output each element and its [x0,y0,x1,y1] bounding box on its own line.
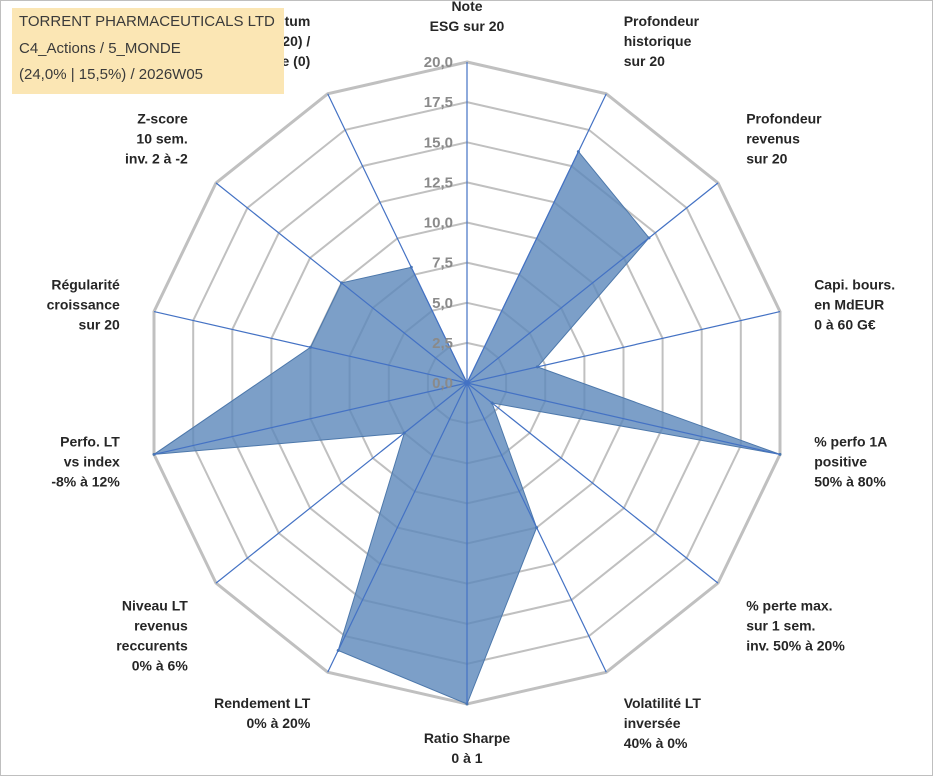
axis-spoke-6 [466,382,607,673]
radar-axes [153,62,781,704]
stats-label: (24,0% | 15,5%) / 2026W05 [19,66,203,83]
axis-spoke-12 [215,182,468,384]
tick-label-6: 15,0 [424,134,453,151]
axis-spoke-2 [466,182,719,384]
axis-spoke-10 [153,382,468,455]
axis-spoke-4 [466,382,781,455]
category-label: C4_Actions / 5_MONDE [19,40,181,57]
company-name: TORRENT PHARMACEUTICALS LTD [19,13,275,30]
axis-label-11: Régularité croissance sur 20 [47,277,120,333]
axis-label-6: Volatilité LT inversée 40% à 0% [624,695,702,751]
axis-label-7: Ratio Sharpe 0 à 1 [424,730,511,766]
tick-label-4: 10,0 [424,215,453,232]
tick-label-0: 0,0 [432,375,453,392]
axis-label-3: Capi. bours. en MdEUR 0 à 60 G€ [814,277,895,333]
tick-label-3: 7,5 [432,255,453,272]
axis-label-5: % perte max. sur 1 sem. inv. 50% à 20% [746,598,845,654]
radial-tick-labels: 0,0 2,5 5,0 7,5 10,0 12,5 15,0 17,5 20,0 [424,54,453,392]
axis-label-8: Rendement LT 0% à 20% [214,695,311,731]
axis-spoke-11 [153,311,468,384]
info-box: TORRENT PHARMACEUTICALS LTD C4_Actions /… [12,8,284,94]
axis-label-4: % perfo 1A positive 50% à 80% [814,433,887,489]
tick-label-2: 5,0 [432,295,453,312]
tick-label-5: 12,5 [424,174,453,191]
tick-label-7: 17,5 [424,94,453,111]
axis-spoke-13 [327,93,468,384]
axis-label-12: Z-score 10 sem. inv. 2 à -2 [125,111,188,167]
axis-spoke-3 [466,311,781,384]
tick-label-1: 2,5 [432,335,453,352]
axis-label-1: Profondeur historique sur 20 [624,13,700,69]
axis-label-10: Perfo. LT vs index -8% à 12% [51,433,120,489]
tick-label-8: 20,0 [424,54,453,71]
axis-spoke-8 [327,382,468,673]
axis-label-2: Profondeur revenus sur 20 [746,111,822,167]
axis-labels: Note ESG sur 20 Profondeur historique sur 20… [47,0,895,766]
axis-label-0: Note ESG sur 20 [430,0,505,34]
axis-spoke-5 [466,382,719,584]
axis-spoke-9 [215,382,468,584]
axis-label-9: Niveau LT revenus reccurents 0% à 6% [116,598,188,674]
axis-spoke-1 [466,93,607,384]
